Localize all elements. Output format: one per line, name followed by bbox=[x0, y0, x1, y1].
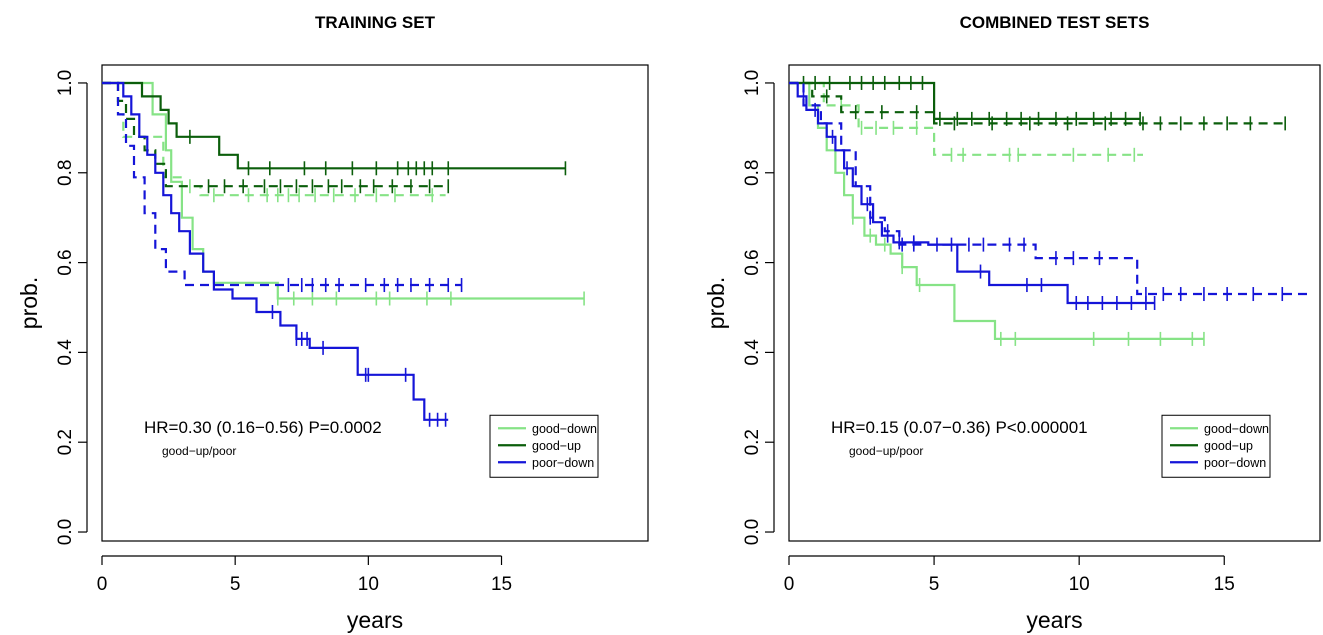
y-tick-label: 0.0 bbox=[742, 519, 763, 545]
y-tick-label: 0.8 bbox=[742, 160, 763, 186]
hazard-ratio-comparison: good−up/poor bbox=[849, 444, 923, 458]
series-line bbox=[789, 81, 1286, 125]
series-good-up-solid bbox=[102, 81, 567, 176]
y-tick-label: 0.6 bbox=[55, 249, 76, 275]
series-good-down-solid bbox=[102, 81, 585, 306]
series-good-down-solid bbox=[789, 81, 1205, 346]
legend-label: good−up bbox=[532, 439, 581, 453]
series-line bbox=[789, 81, 1155, 305]
series-good-up-solid bbox=[789, 75, 1141, 126]
y-tick-label: 0.6 bbox=[742, 249, 763, 275]
series-line bbox=[102, 81, 446, 197]
hazard-ratio-annotation: HR=0.30 (0.16−0.56) P=0.0002 bbox=[144, 418, 382, 437]
y-tick-label: 0.4 bbox=[55, 339, 76, 366]
series-line bbox=[102, 81, 462, 287]
combined-test-sets-chart: COMBINED TEST SETS 0 5 10 15 years 0.0 0.2 0.4 0.… bbox=[703, 13, 1321, 633]
legend-label: good−down bbox=[532, 422, 597, 436]
series-good-down-dashed bbox=[789, 81, 1143, 162]
plot-frame bbox=[101, 64, 649, 542]
x-tick-label: 5 bbox=[230, 574, 241, 595]
y-tick-label: 1.0 bbox=[742, 70, 763, 96]
y-tick-label: 0.8 bbox=[55, 160, 76, 186]
legend-label: poor−down bbox=[1204, 456, 1266, 470]
y-tick-label: 0.0 bbox=[55, 519, 76, 545]
x-axis-label: years bbox=[347, 607, 403, 633]
legend-label: poor−down bbox=[532, 456, 594, 470]
x-tick-label: 10 bbox=[1069, 574, 1090, 595]
series-good-up-dashed bbox=[102, 81, 450, 194]
chart-title: TRAINING SET bbox=[315, 13, 436, 32]
legend: good−down good−up poor−down bbox=[1161, 414, 1271, 478]
series-line bbox=[789, 81, 1204, 340]
x-tick-label: 0 bbox=[784, 574, 795, 595]
series-line bbox=[102, 81, 566, 170]
chart-title: COMBINED TEST SETS bbox=[960, 13, 1150, 32]
series-line bbox=[102, 81, 449, 188]
x-tick-label: 5 bbox=[929, 574, 940, 595]
hazard-ratio-comparison: good−up/poor bbox=[162, 444, 236, 458]
x-tick-label: 15 bbox=[1214, 574, 1235, 595]
x-tick-label: 10 bbox=[358, 574, 379, 595]
y-tick-label: 0.2 bbox=[742, 429, 763, 455]
hazard-ratio-annotation: HR=0.15 (0.07−0.36) P<0.000001 bbox=[831, 418, 1088, 437]
x-axis-label: years bbox=[1026, 607, 1082, 633]
series-line bbox=[102, 81, 585, 300]
series-poor-down-dashed bbox=[102, 81, 463, 293]
training-set-chart-panel: TRAINING SET 0 5 10 15 years 0.0 0.2 0.4 0.6 0.8 1.… bbox=[0, 0, 660, 635]
series-poor-down-dashed bbox=[789, 81, 1312, 302]
x-tick-label: 15 bbox=[491, 574, 512, 595]
x-tick-label: 0 bbox=[97, 574, 108, 595]
y-tick-label: 0.2 bbox=[55, 429, 76, 455]
series-good-up-dashed bbox=[789, 81, 1286, 131]
series-line bbox=[102, 81, 449, 421]
y-axis-label: prob. bbox=[703, 277, 729, 329]
series-poor-down-solid bbox=[102, 81, 449, 427]
series-line bbox=[789, 81, 1312, 296]
series-good-down-dashed bbox=[102, 81, 446, 203]
combined-test-sets-chart-panel: COMBINED TEST SETS 0 5 10 15 years 0.0 0.2 0.4 0.… bbox=[663, 0, 1323, 635]
y-axis-label: prob. bbox=[16, 277, 42, 329]
legend: good−down good−up poor−down bbox=[489, 414, 599, 478]
legend-label: good−down bbox=[1204, 422, 1269, 436]
y-tick-label: 1.0 bbox=[55, 70, 76, 96]
series-line bbox=[789, 81, 1143, 156]
y-tick-label: 0.4 bbox=[742, 339, 763, 366]
legend-label: good−up bbox=[1204, 439, 1253, 453]
training-set-chart: TRAINING SET 0 5 10 15 years 0.0 0.2 0.4 0.6 0.8 1.… bbox=[16, 13, 649, 633]
plot-frame bbox=[788, 64, 1321, 542]
